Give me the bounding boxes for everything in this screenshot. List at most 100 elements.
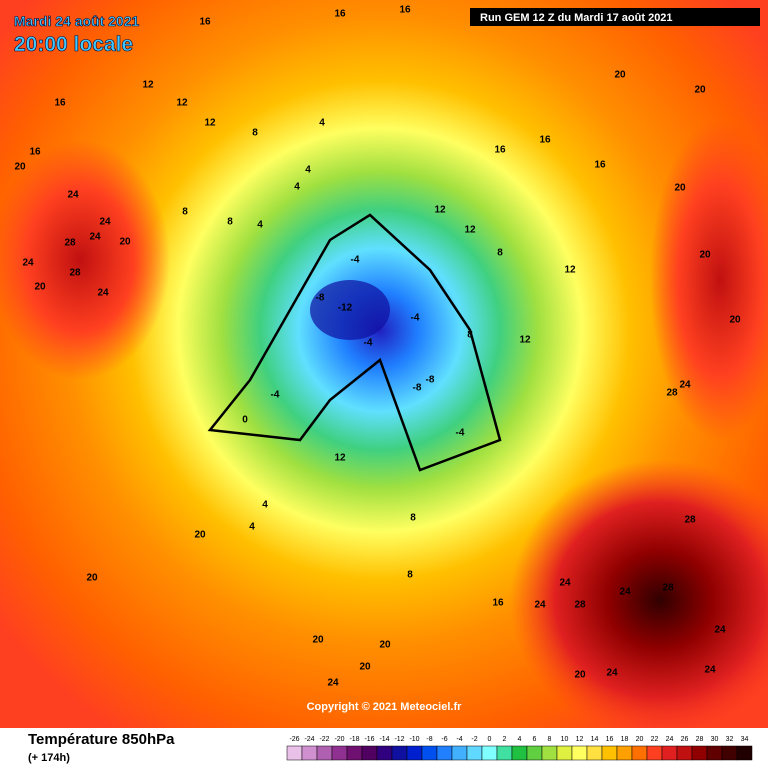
contour-label: 8 xyxy=(407,570,413,581)
date-text: Mardi 24 août 2021 xyxy=(14,13,139,29)
contour-label: 0 xyxy=(242,415,248,426)
footer-lead: (+ 174h) xyxy=(28,752,70,764)
time-text: 20:00 locale xyxy=(14,33,133,56)
colorbar-swatch xyxy=(451,745,468,761)
colorbar-label: 22 xyxy=(651,736,659,743)
colorbar-label: -20 xyxy=(334,736,344,743)
contour-label: 20 xyxy=(694,85,706,96)
warm-area xyxy=(510,460,768,740)
colorbar-label: 34 xyxy=(741,736,749,743)
colorbar-label: 8 xyxy=(548,736,552,743)
contour-label: 12 xyxy=(142,80,154,91)
colorbar-swatch xyxy=(376,745,393,761)
contour-label: -4 xyxy=(411,313,420,324)
contour-label: 28 xyxy=(662,583,674,594)
colorbar-swatch xyxy=(646,745,663,761)
colorbar-swatch xyxy=(361,745,378,761)
run-text: Run GEM 12 Z du Mardi 17 août 2021 xyxy=(480,12,673,24)
contour-label: 16 xyxy=(539,135,551,146)
contour-label: 20 xyxy=(379,640,391,651)
contour-label: 20 xyxy=(699,250,711,261)
contour-label: 24 xyxy=(327,678,339,689)
colorbar-swatch xyxy=(721,745,738,761)
contour-label: 20 xyxy=(729,315,741,326)
footer-title: Température 850hPa xyxy=(28,731,175,748)
contour-label: 24 xyxy=(67,190,79,201)
colorbar-swatch xyxy=(286,745,303,761)
colorbar-swatch xyxy=(601,745,618,761)
contour-label: 12 xyxy=(519,335,531,346)
contour-label: 16 xyxy=(334,9,346,20)
contour-label: 24 xyxy=(22,258,34,269)
contour-label: 4 xyxy=(319,118,325,129)
colorbar-label: 20 xyxy=(636,736,644,743)
colorbar-swatch xyxy=(436,745,453,761)
colorbar-swatch xyxy=(631,745,648,761)
colorbar-swatch xyxy=(406,745,423,761)
colorbar-swatch xyxy=(691,745,708,761)
colorbar-label: -10 xyxy=(409,736,419,743)
colorbar-label: 2 xyxy=(503,736,507,743)
contour-label: 20 xyxy=(14,162,26,173)
contour-label: 16 xyxy=(399,5,411,16)
contour-label: 20 xyxy=(359,662,371,673)
colorbar-label: -2 xyxy=(471,736,477,743)
colorbar-label: 26 xyxy=(681,736,689,743)
colorbar-swatch xyxy=(526,745,543,761)
cold-core xyxy=(310,280,390,340)
contour-label: 16 xyxy=(594,160,606,171)
colorbar-label: 10 xyxy=(561,736,569,743)
colorbar-swatch xyxy=(541,745,558,761)
contour-label: 16 xyxy=(54,98,66,109)
copyright: Copyright © 2021 Meteociel.fr xyxy=(307,701,463,713)
colorbar-label: 24 xyxy=(666,736,674,743)
contour-label: 28 xyxy=(666,388,678,399)
colorbar-swatch xyxy=(571,745,588,761)
colorbar-label: -14 xyxy=(379,736,389,743)
colorbar-label: 16 xyxy=(606,736,614,743)
colorbar-swatch xyxy=(421,745,438,761)
colorbar-swatch xyxy=(616,745,633,761)
colorbar-label: -26 xyxy=(289,736,299,743)
contour-label: 20 xyxy=(574,670,586,681)
contour-label: 28 xyxy=(64,238,76,249)
contour-label: 20 xyxy=(674,183,686,194)
colorbar-swatch xyxy=(466,745,483,761)
contour-label: -4 xyxy=(364,338,373,349)
contour-label: 24 xyxy=(89,232,101,243)
contour-label: -4 xyxy=(456,428,465,439)
contour-label: -8 xyxy=(413,383,422,394)
contour-label: 8 xyxy=(497,248,503,259)
contour-label: 24 xyxy=(559,578,571,589)
contour-label: 24 xyxy=(704,665,716,676)
contour-label: 24 xyxy=(619,587,631,598)
contour-label: 12 xyxy=(204,118,216,129)
contour-label: 24 xyxy=(99,217,111,228)
colorbar-swatch xyxy=(346,745,363,761)
colorbar-label: 32 xyxy=(726,736,734,743)
colorbar-swatch xyxy=(301,745,318,761)
colorbar-label: 30 xyxy=(711,736,719,743)
run-box xyxy=(470,8,760,26)
contour-label: 8 xyxy=(252,128,258,139)
colorbar-label: 4 xyxy=(518,736,522,743)
contour-label: 20 xyxy=(86,573,98,584)
colorbar-label: -18 xyxy=(349,736,359,743)
contour-label: 24 xyxy=(714,625,726,636)
contour-label: 4 xyxy=(294,182,300,193)
contour-label: 20 xyxy=(194,530,206,541)
warm-area xyxy=(0,140,170,380)
contour-label: 4 xyxy=(305,165,311,176)
colorbar-label: 18 xyxy=(621,736,629,743)
colorbar-swatch xyxy=(736,745,753,761)
colorbar-label: 12 xyxy=(576,736,584,743)
warm-area xyxy=(650,120,768,440)
contour-label: 28 xyxy=(574,600,586,611)
colorbar-label: 0 xyxy=(488,736,492,743)
colorbar-swatch xyxy=(586,745,603,761)
colorbar-swatch xyxy=(556,745,573,761)
contour-label: 24 xyxy=(606,668,618,679)
contour-label: 4 xyxy=(257,220,263,231)
contour-label: -12 xyxy=(338,303,353,314)
